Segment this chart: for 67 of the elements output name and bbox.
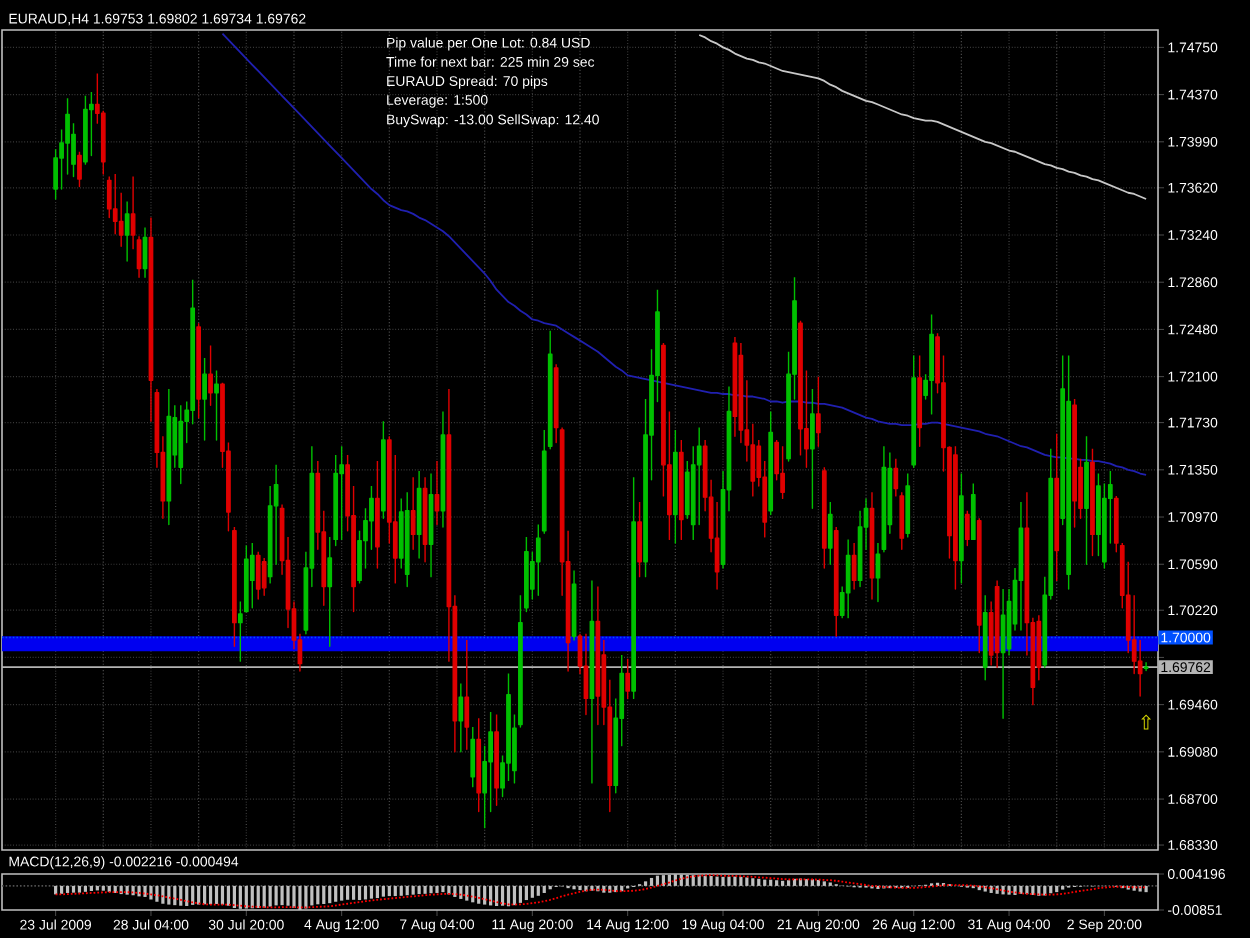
candlestick	[1054, 433, 1060, 582]
candlestick	[768, 410, 774, 516]
candlestick	[953, 445, 958, 590]
candlestick	[810, 388, 815, 510]
candlestick	[625, 657, 631, 700]
candlestick	[780, 445, 785, 500]
candlestick	[214, 369, 219, 441]
candlestick	[637, 501, 642, 578]
candlestick	[1072, 398, 1077, 528]
candlestick	[1000, 588, 1006, 719]
candlestick	[178, 404, 184, 485]
annotation: ⇧	[1141, 714, 1152, 730]
candlestick	[816, 375, 821, 447]
candlestick	[589, 579, 595, 784]
candlestick	[375, 460, 380, 569]
candlestick	[249, 542, 255, 609]
candlestick	[476, 717, 482, 813]
candlestick	[202, 357, 207, 441]
candlestick	[583, 633, 589, 716]
candlestick	[1090, 448, 1095, 557]
candlestick	[595, 585, 601, 726]
candlestick	[208, 344, 213, 406]
candlestick	[631, 476, 636, 700]
candlestick	[1084, 435, 1089, 565]
candlestick	[571, 569, 577, 641]
candlestick	[869, 491, 875, 600]
candlestick	[410, 476, 416, 551]
candlestick	[440, 410, 446, 528]
candlestick	[1018, 501, 1024, 631]
candlestick	[124, 200, 130, 262]
candlestick	[470, 726, 476, 788]
candlestick	[416, 470, 422, 559]
candlestick	[911, 354, 917, 469]
candlestick	[428, 472, 434, 578]
candlestick	[142, 226, 148, 278]
candlestick	[404, 491, 410, 588]
candlestick	[672, 429, 678, 544]
candlestick	[833, 526, 839, 637]
candlestick	[959, 472, 964, 584]
candlestick	[196, 322, 202, 419]
candlestick	[77, 151, 82, 188]
candlestick	[83, 95, 88, 165]
candlestick	[434, 460, 440, 526]
candlestick	[166, 388, 172, 526]
candlestick	[255, 551, 261, 600]
candlestick	[422, 476, 428, 563]
candlestick	[917, 354, 923, 447]
candlestick	[821, 466, 827, 569]
candlestick	[458, 682, 464, 753]
candlestick	[929, 313, 934, 415]
candlestick	[494, 713, 499, 806]
candlestick	[976, 517, 982, 654]
candlestick	[732, 336, 738, 437]
candlestick	[464, 639, 470, 751]
candlestick	[845, 538, 851, 619]
candlestick	[994, 579, 1000, 669]
candlestick	[982, 594, 988, 681]
candlestick	[905, 472, 911, 538]
candlestick	[678, 439, 684, 541]
candlestick	[1143, 661, 1149, 672]
candlestick	[261, 557, 267, 596]
candlestick	[851, 542, 857, 590]
candlestick	[381, 420, 386, 519]
candlestick	[1066, 354, 1071, 590]
candlestick	[964, 510, 970, 547]
candlestick	[970, 482, 976, 541]
candlestick	[827, 501, 833, 565]
